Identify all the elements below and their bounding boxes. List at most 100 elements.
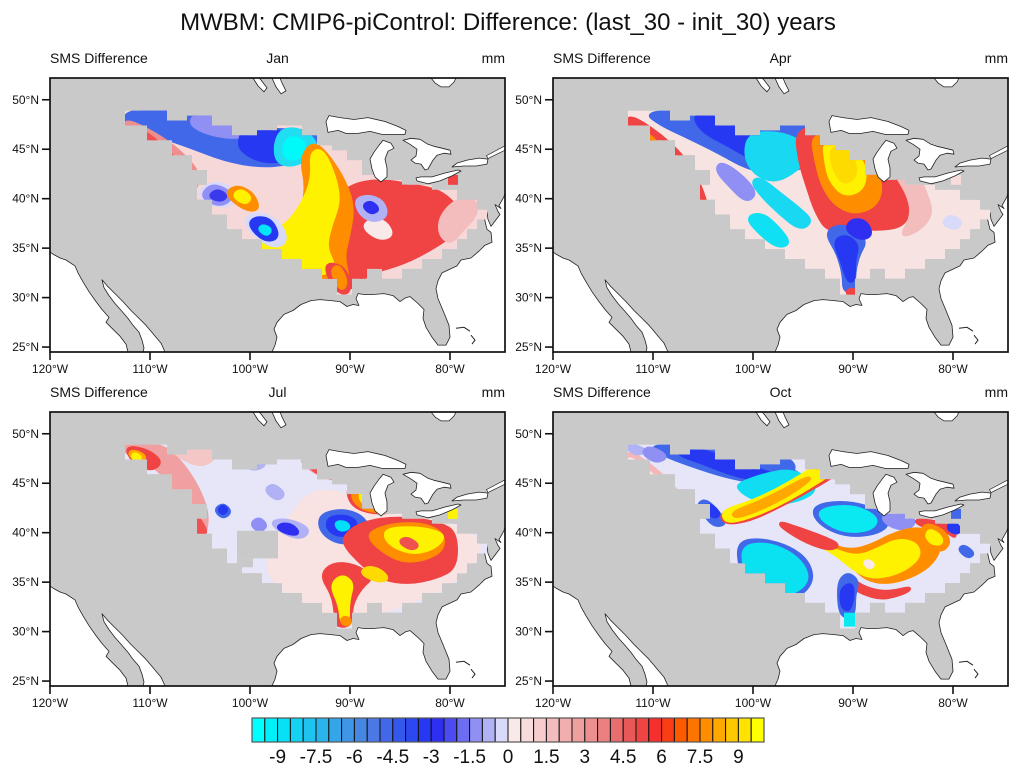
contour-blob [334,520,351,532]
contour-blob [628,110,990,295]
y-axis-tick-label: 30°N [515,291,542,305]
contour-blob [628,444,646,456]
map-frame [49,411,506,687]
colorbar-tick-label: -7.5 [300,747,333,768]
contour-blob [863,559,875,570]
panel-units-label: mm [481,50,505,66]
colorbar-tick-label: -6 [346,747,363,768]
colorbar-tick-label: -3 [423,747,440,768]
contour-blob [829,146,858,184]
x-axis-tick-label: 90°W [335,362,365,376]
island-outline [973,668,979,679]
panel-header-jan: SMS Difference Jan mm [50,50,505,68]
x-axis-tick-label: 80°W [938,362,968,376]
map-panel-oct: 120°W 110°W 100°W 90°W 80°W 50°N 45°N 40°N 35°N 3… [515,411,1009,710]
map-panel-jan: 120°W 110°W 100°W 90°W 80°W 50°N 45°N 40°N 35°N 3… [12,77,506,376]
lake-superior [325,115,407,135]
colorbar-cell [584,717,599,743]
colorbar-cell [341,717,355,743]
lake-ontario [954,491,992,502]
contour-blob [752,177,811,229]
colorbar-tick-label: 7.5 [687,747,713,768]
colorbar-tick-label: 0 [503,747,514,768]
contour-blob [732,476,811,518]
x-axis-tick-label: 100°W [735,696,772,710]
x-axis-tick-label: 110°W [635,696,671,710]
colorbar-cell [277,717,291,743]
lake-erie [415,169,462,185]
lake-michigan [872,473,898,517]
anomaly-field [628,110,990,295]
x-axis-tick-label: 80°W [435,696,465,710]
contour-blob [839,583,855,612]
contour-blob [233,189,252,204]
lake-ontario [954,157,992,168]
contour-blob [844,612,857,627]
island-outline [455,660,471,666]
y-axis-tick-label: 35°N [12,241,39,255]
y-axis-tick-label: 40°N [12,192,39,206]
colorbar-border [251,717,765,743]
lake-michigan [872,139,898,183]
contour-blob [716,162,756,201]
x-axis-tick-label: 120°W [32,362,69,376]
colorbar-cell [494,717,509,743]
x-axis-tick-label: 90°W [838,362,868,376]
colorbar-tick-label: 6 [656,747,667,768]
colorbar-cell [417,717,432,743]
y-axis-tick-label: 50°N [12,427,39,441]
contour-blob [946,521,961,535]
colorbar-tick-label: 4.5 [610,747,636,768]
isolated-grid-cell [951,174,961,185]
lake-michigan [369,139,395,183]
map-frame [552,77,1009,353]
y-axis-tick-label: 50°N [12,93,39,107]
island-outline [470,334,476,345]
colorbar-tick-label: 1.5 [533,747,559,768]
lake-huron [402,137,452,171]
contour-blob [399,536,419,551]
colorbar-cell [635,717,650,743]
x-axis-tick-label: 120°W [32,696,69,710]
colorbar-tick-label: -9 [269,747,286,768]
panel-month-label: Jul [268,384,287,400]
contour-blob [925,529,944,546]
y-axis-tick-label: 25°N [515,674,542,688]
y-axis-tick-label: 35°N [515,575,542,589]
y-axis-tick-label: 35°N [515,241,542,255]
panel-month-label: Jan [266,50,289,66]
contour-blob [942,215,962,230]
contour-blob [363,200,379,215]
contour-blob [818,504,878,533]
contour-blob [237,530,278,559]
island-outline [470,668,476,679]
colorbar-cell [622,717,637,743]
colorbar-cell [545,717,560,743]
map-frame [552,411,1009,687]
contour-blob [218,504,228,515]
colorbar-tick-label: -4.5 [376,747,409,768]
colorbar-cell [686,717,701,743]
colorbar-cell [315,717,330,743]
lake-ontario [451,157,489,168]
isolated-grid-cell [448,174,458,185]
x-axis-tick-label: 120°W [535,362,572,376]
contour-blob [282,136,307,161]
colorbar-cell [353,717,368,743]
colorbar-cell [725,717,739,743]
lake-huron [905,471,955,505]
contour-blob [331,265,348,290]
y-axis-tick-label: 45°N [515,476,542,490]
contour-blob [779,521,839,551]
island-outline [958,660,974,666]
panel-header-apr: SMS Difference Apr mm [553,50,1008,68]
lake-huron [402,471,452,505]
figure-title: MWBM: CMIP6-piControl: Difference: (last… [180,9,836,36]
lake-erie [918,503,965,519]
colorbar-cell [264,717,279,743]
contour-blob [748,213,789,248]
contour-blob [845,287,859,295]
colorbar-cell [469,717,483,743]
colorbar-cell [750,717,765,743]
y-axis-tick-label: 30°N [12,625,39,639]
